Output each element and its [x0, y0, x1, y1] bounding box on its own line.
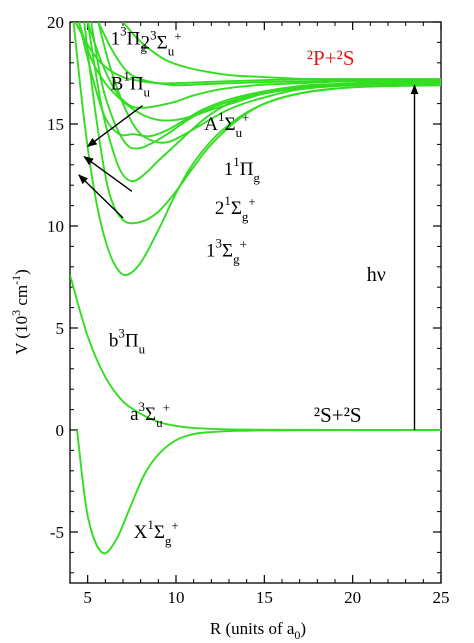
state-label-part: 3 [118, 325, 125, 340]
state-label-part: 3 [216, 236, 223, 251]
state-label-part: 1 [218, 109, 225, 124]
x-tick-label: 10 [168, 588, 185, 607]
state-label-part: 2 [215, 198, 225, 219]
state-label-1: 23Σu+ [141, 28, 182, 59]
state-label-part: Π [240, 159, 254, 180]
state-label-part: u [139, 341, 146, 356]
y-tick-label: 0 [56, 421, 65, 440]
potential-curve-7 [77, 22, 441, 138]
state-label-2: 13Πg [111, 23, 148, 54]
state-label-part: 1 [233, 154, 240, 169]
y-tick-label: 10 [47, 217, 64, 236]
potential-curve-4 [83, 22, 441, 225]
plot-frame [69, 21, 442, 584]
x-tick-label: 15 [256, 588, 273, 607]
state-label-part: g [233, 252, 240, 267]
state-label-part: 1 [224, 193, 231, 208]
potential-curve-13 [97, 22, 441, 144]
state-label-part: g [140, 39, 147, 54]
annotation-arrow-3 [86, 105, 143, 148]
state-label-7: 13Σg+ [206, 236, 247, 267]
state-label-5: 11Πg [224, 154, 261, 185]
state-label-8: b3Πu [109, 325, 146, 356]
state-label-part: 1 [111, 28, 121, 49]
state-label-part: u [168, 44, 175, 59]
state-label-part: B [111, 73, 124, 94]
state-label-part: + [174, 29, 181, 44]
state-label-part: Σ [222, 241, 233, 262]
state-label-part: 2 [141, 33, 151, 54]
state-label-part: g [165, 533, 172, 548]
asymptote-upper-text: ²P+²S [307, 46, 355, 70]
hnu-label: hν [367, 264, 386, 286]
state-label-part: Π [130, 73, 144, 94]
state-label-part: + [242, 110, 249, 125]
state-label-part: 1 [147, 517, 154, 532]
x-tick-label: 20 [344, 588, 361, 607]
potential-curve-12 [77, 22, 441, 122]
x-axis-title: R (units of a0) [210, 619, 306, 642]
x-tick-label: 25 [433, 588, 450, 607]
x-tick-label: 5 [83, 588, 92, 607]
potential-curve-11 [74, 22, 441, 85]
potential-curve-3 [72, 22, 441, 276]
y-tick-label: -5 [50, 523, 64, 542]
state-label-part: g [242, 209, 249, 224]
state-label-part: b [109, 330, 119, 351]
potential-curve-9 [97, 22, 441, 87]
state-label-part: 1 [206, 241, 216, 262]
asymptote-lower-text: ²S+²S [314, 403, 362, 427]
asymptote-lower-label: ²S+²S [314, 403, 362, 427]
plot-area: 5 10 15 20 25 -5 0 5 10 15 20 [47, 13, 450, 607]
state-label-part: + [240, 237, 247, 252]
state-label-part: 1 [224, 159, 234, 180]
state-label-10: X1Σg+ [134, 517, 179, 548]
state-label-part: 3 [120, 23, 127, 38]
potential-curve-1 [76, 429, 441, 555]
state-labels: 23Σu+13ΠgB1ΠuA1Σu+11Πg21Σg+13Σg+b3Πua3Σu… [109, 23, 261, 548]
state-label-part: + [163, 400, 170, 415]
state-label-part: a [130, 404, 139, 425]
y-tick-label: 5 [56, 319, 65, 338]
state-label-4: A1Σu+ [204, 109, 249, 140]
state-label-3: B1Πu [111, 68, 151, 99]
state-label-part: Σ [231, 198, 242, 219]
potential-curve-2 [70, 274, 441, 431]
annotation-arrow-1 [78, 174, 124, 219]
annotation-arrow-2 [83, 156, 133, 192]
state-label-part: Σ [154, 522, 165, 543]
state-label-6: 21Σg+ [215, 193, 256, 224]
state-label-part: X [134, 522, 148, 543]
asymptote-upper-label: ²P+²S [307, 46, 355, 70]
state-label-part: u [236, 125, 243, 140]
state-label-part: 3 [139, 399, 146, 414]
y-tick-label: 20 [47, 13, 64, 32]
potential-curves [70, 22, 441, 555]
state-label-part: 3 [150, 28, 157, 43]
state-label-part: Π [125, 330, 139, 351]
potential-curve-8 [86, 22, 441, 109]
state-label-part: A [204, 114, 218, 135]
state-label-part: + [248, 194, 255, 209]
state-label-part: u [144, 84, 151, 99]
y-axis-title: V (103 cm-1) [9, 269, 31, 355]
arrows [78, 84, 419, 430]
state-label-part: g [253, 170, 260, 185]
y-tick-label: 15 [47, 115, 64, 134]
state-label-part: Π [127, 28, 141, 49]
state-label-part: 1 [123, 68, 130, 83]
state-label-part: Σ [157, 33, 168, 54]
state-label-9: a3Σu+ [130, 399, 170, 430]
state-label-part: + [171, 518, 178, 533]
state-label-part: Σ [145, 404, 156, 425]
state-label-part: Σ [225, 114, 236, 135]
state-label-part: u [156, 415, 163, 430]
